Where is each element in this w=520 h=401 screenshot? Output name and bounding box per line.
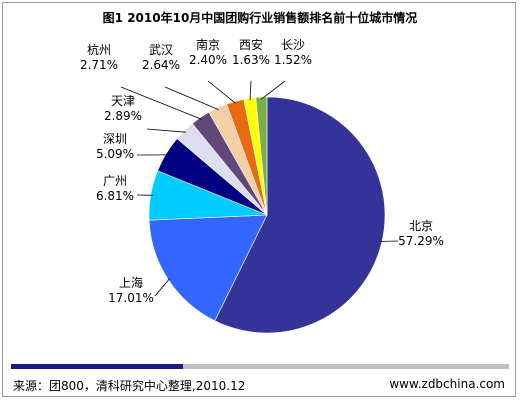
- slice-value-label: 57.29%: [398, 234, 444, 248]
- slice-labels: 北京57.29%上海17.01%广州6.81%深圳5.09%天津2.89%杭州2…: [80, 37, 444, 305]
- leader-line-9: [249, 80, 252, 101]
- pie-slice-10: [255, 96, 268, 216]
- chart-title: 图1 2010年10月中国团购行业销售额排名前十位城市情况: [102, 11, 418, 25]
- footer-bar-dark: [11, 364, 183, 369]
- leader-line-6: [120, 86, 202, 120]
- source-note: 来源：团800，清科研究中心整理,2010.12: [13, 379, 246, 393]
- slice-name-label: 武汉: [149, 43, 173, 57]
- leader-line-10: [261, 80, 286, 100]
- leader-line-8: [207, 80, 236, 104]
- leader-line-2: [154, 278, 171, 297]
- leader-line-5: [146, 128, 186, 133]
- slice-name-label: 南京: [196, 37, 220, 52]
- pie-chart: 北京57.29%上海17.01%广州6.81%深圳5.09%天津2.89%杭州2…: [11, 37, 509, 369]
- slice-name-label: 上海: [119, 275, 143, 290]
- slice-value-label: 5.09%: [96, 147, 134, 161]
- footer: 来源：团800，清科研究中心整理,2010.12 www.zdbchina.co…: [3, 374, 515, 396]
- leader-line-7: [164, 86, 219, 110]
- pie-slice-2: [148, 214, 268, 322]
- slice-value-label: 6.81%: [96, 189, 134, 203]
- slice-name-label: 天津: [111, 94, 135, 108]
- website-link: www.zdbchina.com: [389, 377, 505, 391]
- slice-name-label: 杭州: [87, 42, 111, 57]
- pie-slice-1: [214, 96, 386, 334]
- pie-slices: [148, 96, 386, 334]
- slice-name-label: 深圳: [103, 132, 127, 146]
- slice-value-label: 2.89%: [104, 109, 142, 123]
- footer-bar-light: [183, 364, 509, 369]
- slice-value-label: 1.63%: [232, 53, 270, 67]
- slice-value-label: 2.40%: [189, 53, 227, 67]
- slice-value-label: 1.52%: [274, 53, 312, 67]
- chart-frame: 北京 57.29% 上海 17.01% 广州 6.81% 深圳 5.09% 天津 2.89% 杭州 2…: [2, 2, 516, 397]
- slice-name-label: 长沙: [281, 38, 305, 52]
- slice-name-label: 西安: [239, 37, 263, 52]
- slice-name-label: 北京: [409, 219, 433, 233]
- slice-value-label: 2.71%: [80, 58, 118, 72]
- slice-value-label: 17.01%: [108, 291, 154, 305]
- leader-lines: [120, 80, 399, 297]
- slice-value-label: 2.64%: [142, 58, 180, 72]
- slice-name-label: 广州: [103, 174, 127, 188]
